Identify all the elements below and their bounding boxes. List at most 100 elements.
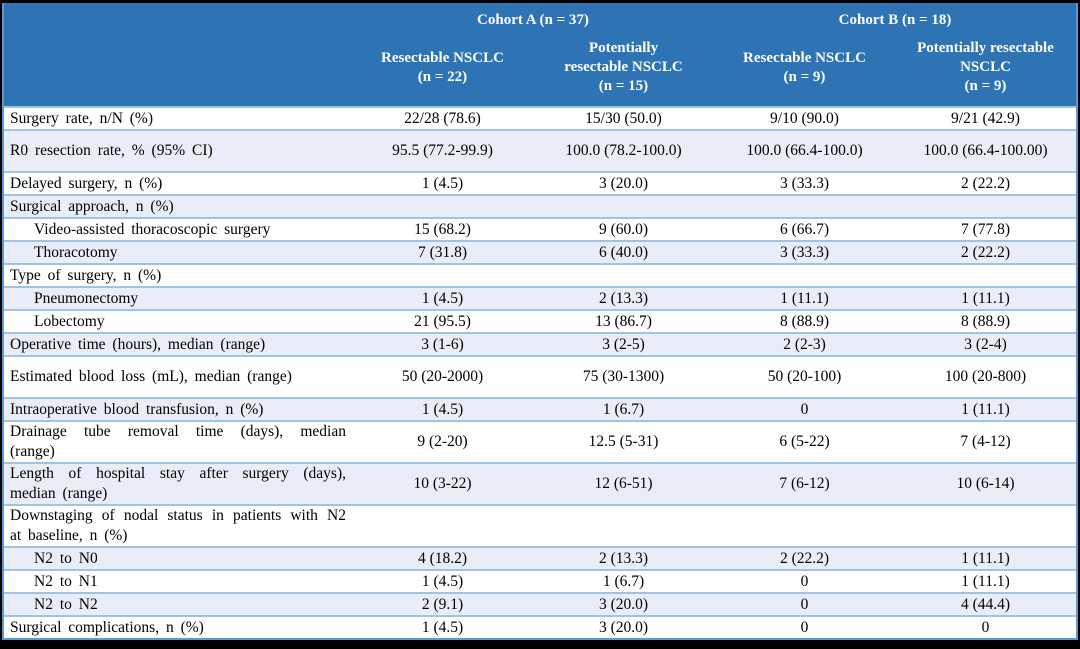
cell-value: 1 (4.5) bbox=[421, 174, 464, 192]
table-row: Delayed surgery, n (%) 1 (4.5) 3 (20.0) … bbox=[4, 171, 1076, 194]
table-row: N2 to N1 1 (4.5) 1 (6.7) 0 1 (11.1) bbox=[4, 569, 1076, 592]
table-section-row: Downstaging of nodal status in patients … bbox=[4, 504, 1076, 546]
cell-value: 0 bbox=[800, 595, 809, 613]
cell-value: 3 (20.0) bbox=[598, 618, 649, 636]
cell-value: 2 (22.2) bbox=[960, 174, 1011, 192]
section-label: Type of surgery, n (%) bbox=[10, 266, 162, 284]
cell-value: 1 (4.5) bbox=[421, 572, 464, 590]
column-header: Resectable NSCLC (n = 9) bbox=[743, 49, 866, 85]
cell-value: 3 (33.3) bbox=[779, 174, 830, 192]
cell-value: 15 (68.2) bbox=[414, 220, 471, 238]
row-label: Intraoperative blood transfusion, n (%) bbox=[10, 400, 264, 418]
column-header: Potentially resectable NSCLC (n = 15) bbox=[564, 40, 683, 94]
cell-value: 3 (20.0) bbox=[598, 595, 649, 613]
cell-value: 7 (6-12) bbox=[779, 475, 830, 492]
table-section-row: Surgical approach, n (%) bbox=[4, 194, 1076, 217]
cell-value: 7 (4-12) bbox=[960, 433, 1011, 450]
row-label: Estimated blood loss (mL), median (range… bbox=[10, 368, 292, 385]
column-header: Resectable NSCLC (n = 22) bbox=[381, 49, 504, 85]
cell-value: 100.0 (66.4-100.00) bbox=[923, 142, 1048, 159]
row-label: Thoracotomy bbox=[34, 243, 118, 261]
cell-value: 6 (66.7) bbox=[779, 220, 830, 238]
row-label: N2 to N1 bbox=[34, 572, 98, 590]
row-label: Video-assisted thoracoscopic surgery bbox=[34, 220, 271, 238]
table-row: Length of hospital stay after surgery (d… bbox=[4, 462, 1076, 504]
row-label: N2 to N2 bbox=[34, 595, 98, 613]
cell-value: 1 (11.1) bbox=[961, 549, 1010, 567]
table-row: Estimated blood loss (mL), median (range… bbox=[4, 355, 1076, 397]
row-label: Length of hospital stay after surgery (d… bbox=[10, 465, 346, 502]
cell-value: 4 (18.2) bbox=[417, 549, 468, 567]
row-label: Lobectomy bbox=[34, 312, 105, 330]
row-label: Operative time (hours), median (range) bbox=[10, 335, 266, 353]
cell-value: 6 (40.0) bbox=[598, 243, 649, 261]
cell-value: 10 (6-14) bbox=[956, 475, 1015, 492]
cell-value: 13 (86.7) bbox=[595, 312, 652, 330]
cell-value: 0 bbox=[800, 400, 809, 418]
cell-value: 75 (30-1300) bbox=[582, 368, 665, 385]
cell-value: 0 bbox=[800, 618, 809, 636]
section-label: Surgical approach, n (%) bbox=[10, 197, 174, 215]
cell-value: 10 (3-22) bbox=[413, 475, 472, 492]
cell-value: 12.5 (5-31) bbox=[588, 433, 659, 450]
column-header-row: Resectable NSCLC (n = 22) Potentially re… bbox=[4, 29, 1076, 106]
cell-value: 3 (20.0) bbox=[598, 174, 649, 192]
cell-value: 15/30 (50.0) bbox=[585, 109, 662, 127]
row-label: Surgical complications, n (%) bbox=[10, 618, 204, 636]
cell-value: 0 bbox=[981, 618, 990, 636]
cell-value: 1 (11.1) bbox=[961, 400, 1010, 418]
table-row: Thoracotomy 7 (31.8) 6 (40.0) 3 (33.3) 2… bbox=[4, 240, 1076, 263]
cell-value: 6 (5-22) bbox=[779, 433, 830, 450]
cell-value: 4 (44.4) bbox=[960, 595, 1011, 613]
cell-value: 7 (31.8) bbox=[417, 243, 468, 261]
row-label: Drainage tube removal time (days), media… bbox=[10, 423, 346, 460]
table-header: Cohort A (n = 37) Cohort B (n = 18) Rese… bbox=[4, 3, 1076, 106]
cell-value: 9 (60.0) bbox=[598, 220, 649, 238]
table-row: N2 to N2 2 (9.1) 3 (20.0) 0 4 (44.4) bbox=[4, 592, 1076, 615]
table-row: Intraoperative blood transfusion, n (%) … bbox=[4, 397, 1076, 420]
column-header: Potentially resectable NSCLC (n = 9) bbox=[917, 40, 1054, 94]
cell-value: 1 (6.7) bbox=[602, 572, 645, 590]
cell-value: 0 bbox=[800, 572, 809, 590]
cell-value: 1 (11.1) bbox=[780, 289, 829, 307]
table-row: Surgical complications, n (%) 1 (4.5) 3 … bbox=[4, 615, 1076, 638]
cell-value: 3 (33.3) bbox=[779, 243, 830, 261]
row-label: Surgery rate, n/N (%) bbox=[10, 109, 154, 127]
table-row: Surgery rate, n/N (%) 22/28 (78.6) 15/30… bbox=[4, 106, 1076, 129]
cell-value: 9/10 (90.0) bbox=[770, 109, 839, 127]
cell-value: 1 (6.7) bbox=[602, 400, 645, 418]
cell-value: 2 (22.2) bbox=[779, 549, 830, 567]
table-row: R0 resection rate, % (95% CI) 95.5 (77.2… bbox=[4, 129, 1076, 171]
row-label: Pneumonectomy bbox=[34, 289, 139, 307]
cell-value: 3 (1-6) bbox=[421, 335, 464, 353]
cell-value: 7 (77.8) bbox=[960, 220, 1011, 238]
cell-value: 100.0 (66.4-100.0) bbox=[746, 142, 863, 159]
cohort-a-group-header: Cohort A (n = 37) bbox=[477, 12, 589, 28]
cell-value: 21 (95.5) bbox=[414, 312, 471, 330]
cell-value: 9 (2-20) bbox=[417, 433, 468, 450]
cell-value: 8 (88.9) bbox=[960, 312, 1011, 330]
cell-value: 1 (4.5) bbox=[421, 618, 464, 636]
table-row: Operative time (hours), median (range) 3… bbox=[4, 332, 1076, 355]
cell-value: 2 (13.3) bbox=[598, 549, 649, 567]
cell-value: 2 (22.2) bbox=[960, 243, 1011, 261]
cell-value: 1 (4.5) bbox=[421, 400, 464, 418]
cell-value: 9/21 (42.9) bbox=[951, 109, 1020, 127]
cell-value: 1 (4.5) bbox=[421, 289, 464, 307]
surgical-outcomes-table: Cohort A (n = 37) Cohort B (n = 18) Rese… bbox=[2, 3, 1078, 640]
cell-value: 8 (88.9) bbox=[779, 312, 830, 330]
cell-value: 22/28 (78.6) bbox=[404, 109, 481, 127]
section-label: Downstaging of nodal status in patients … bbox=[10, 507, 346, 544]
table-row: Lobectomy 21 (95.5) 13 (86.7) 8 (88.9) 8… bbox=[4, 309, 1076, 332]
cell-value: 95.5 (77.2-99.9) bbox=[392, 142, 493, 159]
table-row: N2 to N0 4 (18.2) 2 (13.3) 2 (22.2) 1 (1… bbox=[4, 546, 1076, 569]
cell-value: 100 (20-800) bbox=[944, 368, 1027, 385]
cell-value: 50 (20-2000) bbox=[401, 368, 484, 385]
cell-value: 50 (20-100) bbox=[767, 368, 842, 385]
cell-value: 3 (2-5) bbox=[602, 335, 645, 353]
table-row: Video-assisted thoracoscopic surgery 15 … bbox=[4, 217, 1076, 240]
table-row: Pneumonectomy 1 (4.5) 2 (13.3) 1 (11.1) … bbox=[4, 286, 1076, 309]
cohort-group-row: Cohort A (n = 37) Cohort B (n = 18) bbox=[4, 3, 1076, 29]
cohort-b-group-header: Cohort B (n = 18) bbox=[838, 12, 952, 28]
